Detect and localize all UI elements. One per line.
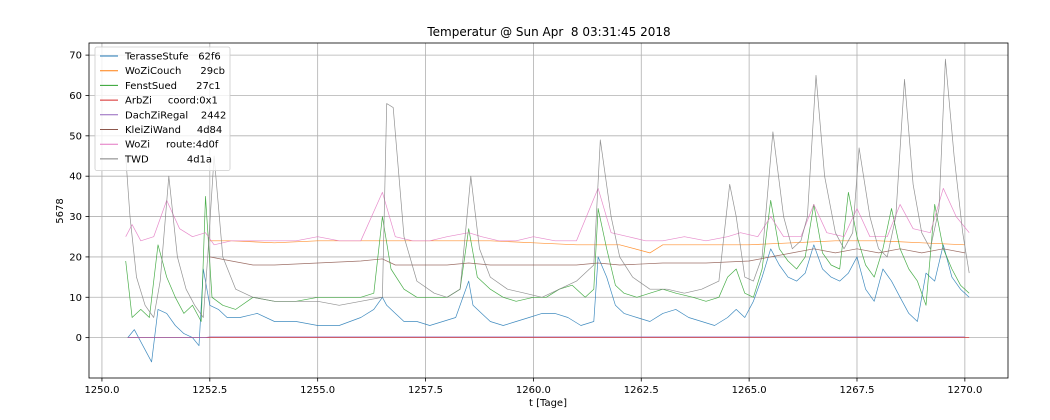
legend-entry: TerasseStufe 62f6 xyxy=(124,52,221,63)
chart-title: Temperatur @ Sun Apr 8 03:31:45 2018 xyxy=(426,25,670,39)
legend-entry: ArbZi coord:0x1 xyxy=(125,96,218,107)
legend: TerasseStufe 62f6 WoZiCouch 29cb FenstSued… xyxy=(94,46,231,171)
y-tick-label: 40 xyxy=(69,172,82,183)
series-line-4 xyxy=(127,336,965,338)
series-lines xyxy=(125,58,970,363)
series-line-1 xyxy=(209,240,965,254)
legend-entry: DachZiRegal 2442 xyxy=(125,110,226,121)
plot-area-frame xyxy=(88,42,1009,379)
legend-box xyxy=(94,46,231,171)
x-tick-label: 1252.5 xyxy=(192,385,227,396)
x-tick-label: 1260.0 xyxy=(516,385,551,396)
x-tick-label: 1270.0 xyxy=(947,385,982,396)
series-line-2 xyxy=(125,191,970,322)
x-tick-label: 1265.0 xyxy=(732,385,767,396)
x-axis-ticks: 1250.0 1252.5 1255.0 1257.5 1260.0 1262.5 1265… xyxy=(84,378,982,396)
series-line-0 xyxy=(127,244,970,363)
x-axis-label: t [Tage] xyxy=(529,398,567,409)
y-tick-label: 50 xyxy=(69,131,82,142)
x-tick-label: 1267.5 xyxy=(839,385,874,396)
y-tick-label: 60 xyxy=(69,91,82,102)
legend-entry: WoZiCouch 29cb xyxy=(125,66,225,77)
y-axis-label: 5678 xyxy=(55,198,66,223)
y-axis-ticks: 0 10 20 30 40 50 60 70 xyxy=(69,51,89,344)
y-tick-label: 20 xyxy=(69,252,82,263)
series-line-5 xyxy=(209,248,965,266)
series-line-6 xyxy=(125,187,970,246)
y-tick-label: 30 xyxy=(69,212,82,223)
y-tick-label: 70 xyxy=(69,51,82,62)
x-tick-label: 1250.0 xyxy=(84,385,119,396)
legend-entry: KleiZiWand 4d84 xyxy=(125,125,222,136)
y-tick-label: 10 xyxy=(69,293,82,304)
legend-entry: TWD 4d1a xyxy=(124,154,212,165)
x-tick-label: 1255.0 xyxy=(300,385,335,396)
y-tick-label: 0 xyxy=(76,333,82,344)
series-line-7 xyxy=(125,58,970,318)
legend-entry: WoZi route:4d0f xyxy=(125,140,219,151)
x-tick-label: 1257.5 xyxy=(408,385,443,396)
legend-entry: FenstSued 27c1 xyxy=(125,81,221,92)
x-tick-label: 1262.5 xyxy=(624,385,659,396)
